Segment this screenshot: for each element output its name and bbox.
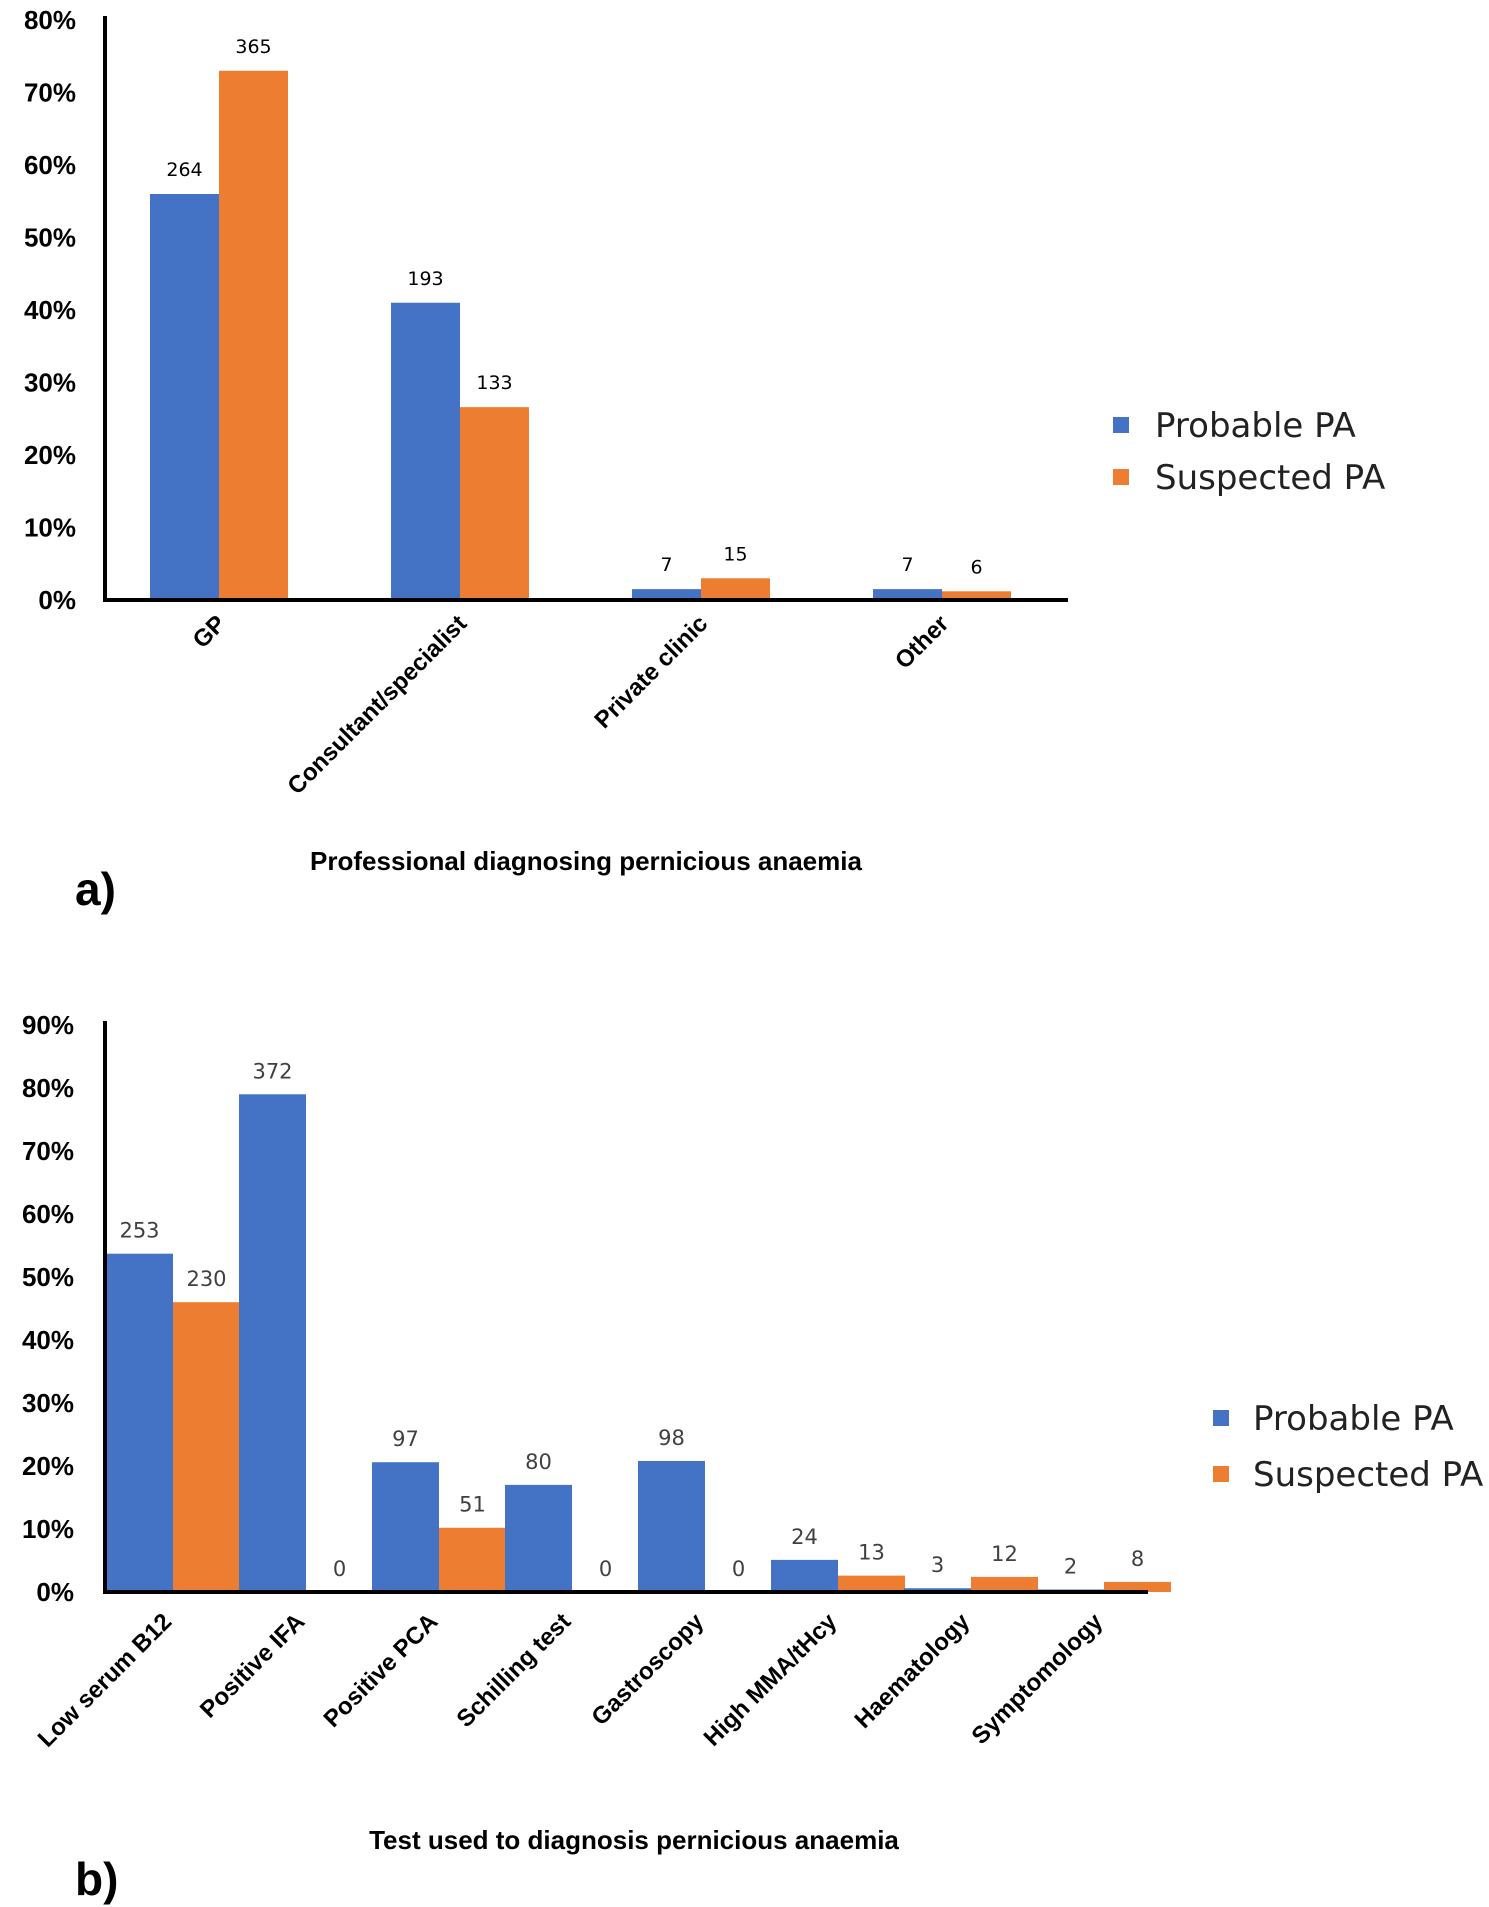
charta-y-tick-label: 50% <box>24 223 76 253</box>
chartb-legend-label: Suspected PA <box>1253 1455 1483 1495</box>
charta-data-label: 7 <box>660 554 672 576</box>
chartb-data-label: 0 <box>599 1557 612 1581</box>
chartb-data-label: 2 <box>1064 1554 1077 1578</box>
charta-y-tick-label: 80% <box>24 5 76 35</box>
chartb-data-label: 24 <box>791 1525 818 1549</box>
charta-data-label: 7 <box>901 554 913 576</box>
chartb-bar-probable <box>771 1559 838 1592</box>
chartb-bar-probable <box>106 1253 173 1592</box>
chartb-y-tick-label: 20% <box>22 1451 74 1481</box>
charta-bar-probable <box>873 589 942 600</box>
charta-bar-probable <box>391 302 460 600</box>
charta-bar-probable <box>150 194 219 600</box>
chartb-x-tick-label: Low serum B12 <box>33 1608 178 1753</box>
chartb-y-tick-label: 60% <box>22 1199 74 1229</box>
charta-legend-swatch <box>1113 417 1129 433</box>
chartb-data-label: 12 <box>991 1542 1018 1566</box>
charta-y-tick-label: 20% <box>24 440 76 470</box>
charta-x-axis-title: Professional diagnosing pernicious anaem… <box>310 846 862 876</box>
charta-y-tick-label: 60% <box>24 150 76 180</box>
chartb-data-label: 80 <box>525 1450 552 1474</box>
chartb-x-tick-label: Schilling test <box>452 1608 577 1733</box>
chartb-bar-probable <box>372 1462 439 1592</box>
chartb-data-label: 8 <box>1131 1547 1144 1571</box>
charta-data-label: 15 <box>723 543 747 565</box>
charta-y-tick-label: 0% <box>38 585 76 615</box>
chartb-x-tick-label: Positive PCA <box>319 1608 444 1733</box>
chartb-data-label: 372 <box>252 1059 292 1083</box>
charta-data-label: 264 <box>166 159 202 181</box>
chartb-x-tick-label: Positive IFA <box>195 1608 310 1723</box>
chartb-bar-suspected <box>838 1575 905 1592</box>
charta-panel-label: a) <box>75 863 116 915</box>
chartb-y-tick-label: 0% <box>36 1577 74 1607</box>
chartb-bar-suspected <box>439 1527 506 1592</box>
chartb-x-tick-label: High MMA/tHcy <box>699 1608 843 1752</box>
chartb-y-tick-label: 90% <box>22 1010 74 1040</box>
charta-x-tick-label: GP <box>188 610 232 654</box>
charta-y-tick-label: 70% <box>24 78 76 108</box>
charta-bar-suspected <box>219 70 288 600</box>
chartb-y-tick-label: 10% <box>22 1514 74 1544</box>
charta-x-tick-label: Other <box>890 610 954 674</box>
charta-legend-label: Suspected PA <box>1155 458 1385 498</box>
charta-legend-label: Probable PA <box>1155 406 1356 446</box>
chartb-data-label: 98 <box>658 1426 685 1450</box>
charta-y-tick-label: 30% <box>24 368 76 398</box>
chartb-y-tick-label: 70% <box>22 1136 74 1166</box>
chartb-legend-label: Probable PA <box>1253 1399 1454 1439</box>
charta-data-label: 133 <box>476 372 512 394</box>
charta-x-tick-label: Private clinic <box>589 610 713 734</box>
chartb-legend-swatch <box>1213 1410 1229 1426</box>
chartb-data-label: 0 <box>732 1557 745 1581</box>
chartb-y-tick-label: 50% <box>22 1262 74 1292</box>
charta-data-label: 6 <box>970 556 982 578</box>
chartb-data-label: 0 <box>333 1557 346 1581</box>
chartb-y-tick-label: 80% <box>22 1073 74 1103</box>
chartb-bar-suspected <box>173 1302 240 1592</box>
charta-bar-probable <box>632 589 701 600</box>
chartb-legend-swatch <box>1213 1466 1229 1482</box>
chartb-data-label: 97 <box>392 1427 419 1451</box>
chartb-data-label: 51 <box>459 1493 486 1517</box>
chartb-data-label: 253 <box>119 1219 159 1243</box>
chartb-bar-probable <box>505 1484 572 1592</box>
chartb-x-tick-label: Gastroscopy <box>586 1608 709 1731</box>
chartb-x-tick-label: Haematology <box>850 1608 976 1734</box>
chartb-panel-label: b) <box>75 1853 118 1905</box>
chartb-y-tick-label: 40% <box>22 1325 74 1355</box>
chartb-data-label: 3 <box>931 1553 944 1577</box>
charta-data-label: 365 <box>235 36 271 58</box>
charta-bar-suspected <box>701 578 770 600</box>
chartb-data-label: 230 <box>186 1267 226 1291</box>
chartb-bar-suspected <box>1104 1581 1171 1592</box>
chartb-data-label: 13 <box>858 1541 885 1565</box>
chartb-bar-probable <box>638 1460 705 1592</box>
charta-bar-suspected <box>942 591 1011 600</box>
chartb-x-tick-label: Symptomology <box>967 1608 1109 1750</box>
chartb-bar-suspected <box>971 1576 1038 1592</box>
charta-y-tick-label: 40% <box>24 295 76 325</box>
chartb-bar-probable <box>239 1094 306 1592</box>
charta-legend-swatch <box>1113 469 1129 485</box>
charta-y-tick-label: 10% <box>24 513 76 543</box>
charta-data-label: 193 <box>407 268 443 290</box>
charta-x-tick-label: Consultant/specialist <box>282 610 472 800</box>
chartb-y-tick-label: 30% <box>22 1388 74 1418</box>
charta-bar-suspected <box>460 407 529 600</box>
chartb-x-axis-title: Test used to diagnosis pernicious anaemi… <box>369 1825 899 1855</box>
